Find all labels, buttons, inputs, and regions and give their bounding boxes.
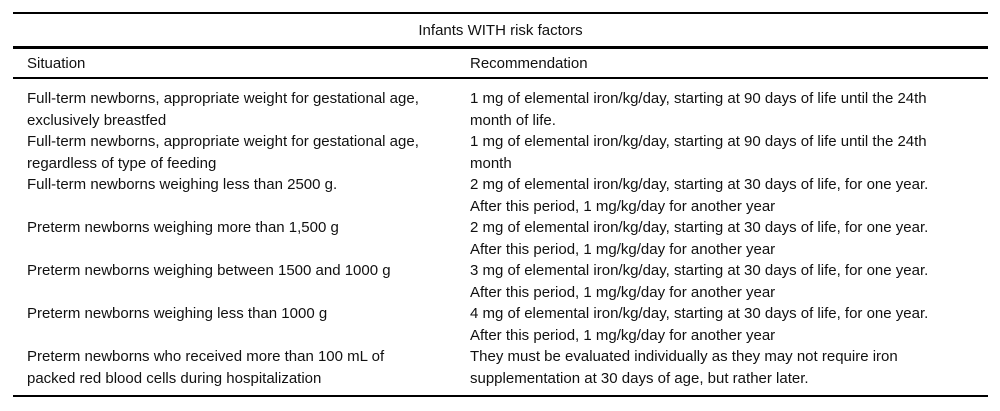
- table-row: Full-term newborns weighing less than 25…: [13, 174, 988, 217]
- risk-factors-table: Infants WITH risk factors Situation Reco…: [13, 12, 988, 397]
- table-row: Full-term newborns, appropriate weight f…: [13, 78, 988, 131]
- header-row: Situation Recommendation: [13, 49, 988, 79]
- table-row: Full-term newborns, appropriate weight f…: [13, 131, 988, 174]
- table-row: Preterm newborns weighing between 1500 a…: [13, 260, 988, 303]
- situation-cell: Full-term newborns, appropriate weight f…: [27, 133, 419, 172]
- situation-cell: Preterm newborns weighing between 1500 a…: [27, 262, 391, 279]
- column-header-recommendation: Recommendation: [470, 49, 988, 79]
- situation-cell: Preterm newborns weighing more than 1,50…: [27, 219, 339, 236]
- situation-cell: Full-term newborns, appropriate weight f…: [27, 90, 419, 129]
- situation-cell: Full-term newborns weighing less than 25…: [27, 176, 338, 193]
- recommendation-cell: 4 mg of elemental iron/kg/day, starting …: [470, 305, 929, 344]
- situation-cell: Preterm newborns weighing less than 1000…: [27, 305, 328, 322]
- table-grid: Situation Recommendation Full-term newbo…: [13, 49, 988, 397]
- situation-cell: Preterm newborns who received more than …: [27, 348, 385, 387]
- recommendation-cell: 2 mg of elemental iron/kg/day, starting …: [470, 176, 929, 215]
- recommendation-cell: 1 mg of elemental iron/kg/day, starting …: [470, 133, 927, 172]
- column-header-situation: Situation: [13, 49, 470, 79]
- table-row: Preterm newborns weighing less than 1000…: [13, 303, 988, 346]
- table-row: Preterm newborns who received more than …: [13, 346, 988, 396]
- table-row: Preterm newborns weighing more than 1,50…: [13, 217, 988, 260]
- table-title: Infants WITH risk factors: [13, 12, 988, 49]
- recommendation-cell: 3 mg of elemental iron/kg/day, starting …: [470, 262, 929, 301]
- recommendation-cell: 1 mg of elemental iron/kg/day, starting …: [470, 90, 927, 129]
- recommendation-cell: 2 mg of elemental iron/kg/day, starting …: [470, 219, 929, 258]
- recommendation-cell: They must be evaluated individually as t…: [470, 348, 898, 387]
